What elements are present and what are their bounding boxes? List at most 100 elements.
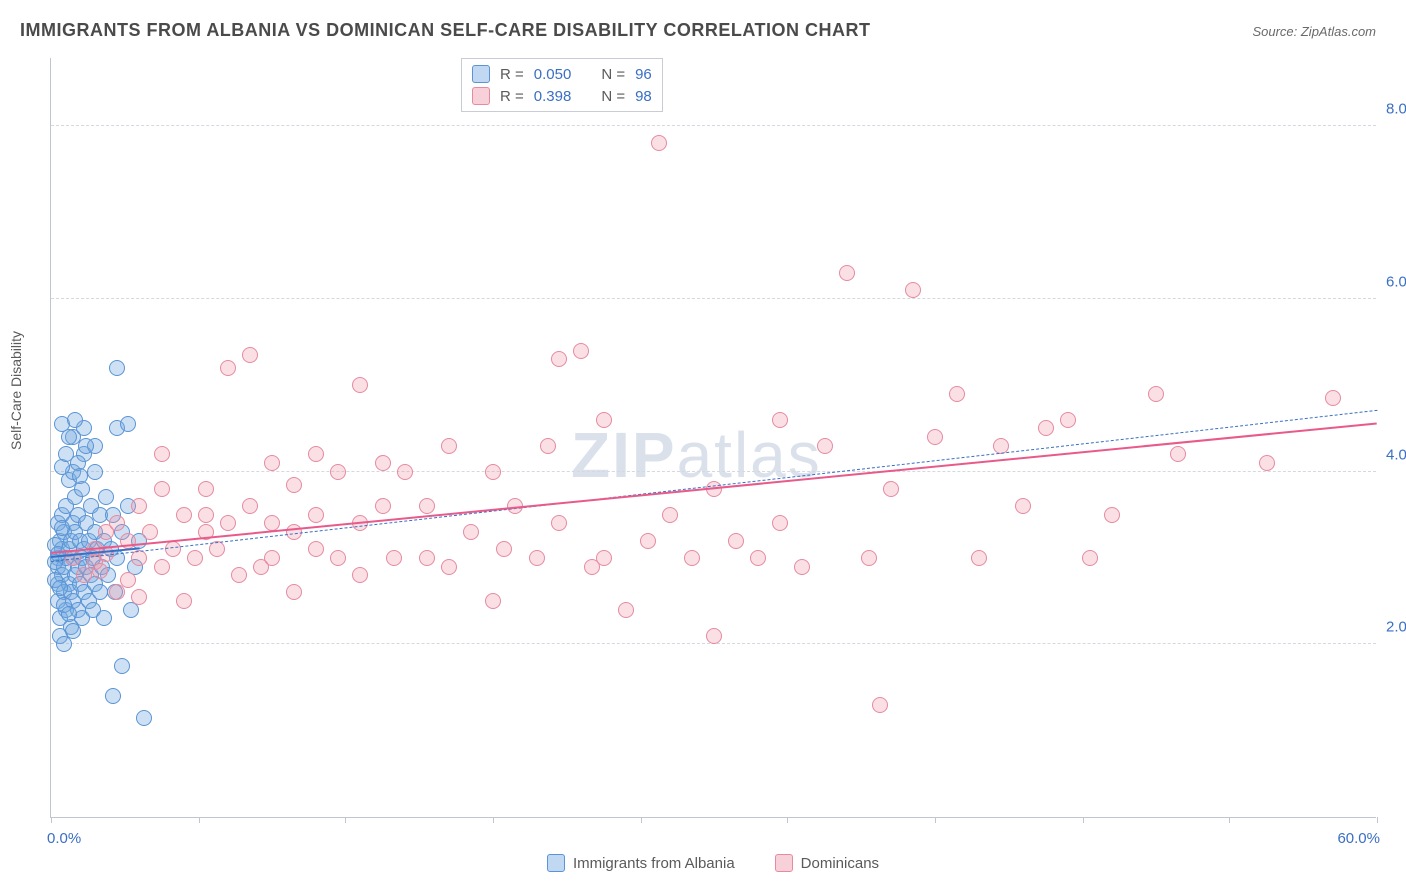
scatter-point-dominican bbox=[264, 550, 280, 566]
scatter-point-dominican bbox=[1060, 412, 1076, 428]
x-tick-mark bbox=[935, 817, 936, 823]
scatter-point-dominican bbox=[1170, 446, 1186, 462]
scatter-point-dominican bbox=[242, 347, 258, 363]
scatter-point-dominican bbox=[131, 589, 147, 605]
scatter-point-albania bbox=[78, 438, 94, 454]
trend-line bbox=[51, 422, 1377, 554]
scatter-point-dominican bbox=[1259, 455, 1275, 471]
scatter-point-dominican bbox=[441, 438, 457, 454]
scatter-point-dominican bbox=[529, 550, 545, 566]
scatter-point-dominican bbox=[772, 412, 788, 428]
scatter-point-albania bbox=[109, 360, 125, 376]
scatter-point-dominican bbox=[551, 351, 567, 367]
scatter-point-dominican bbox=[861, 550, 877, 566]
x-tick-mark bbox=[641, 817, 642, 823]
scatter-point-dominican bbox=[109, 515, 125, 531]
n-value-dominican: 98 bbox=[635, 88, 652, 105]
legend-item-dominican: Dominicans bbox=[775, 854, 879, 872]
scatter-point-albania bbox=[52, 580, 68, 596]
scatter-point-dominican bbox=[154, 559, 170, 575]
scatter-point-dominican bbox=[154, 481, 170, 497]
n-label: N = bbox=[601, 88, 625, 105]
legend-item-albania: Immigrants from Albania bbox=[547, 854, 735, 872]
scatter-point-dominican bbox=[596, 412, 612, 428]
scatter-point-dominican bbox=[728, 533, 744, 549]
scatter-point-dominican bbox=[496, 541, 512, 557]
scatter-point-dominican bbox=[640, 533, 656, 549]
scatter-point-dominican bbox=[1325, 390, 1341, 406]
scatter-point-dominican bbox=[231, 567, 247, 583]
legend-swatch-albania bbox=[547, 854, 565, 872]
scatter-plot-area: R = 0.050 N = 96 R = 0.398 N = 98 ZIPatl… bbox=[50, 58, 1376, 818]
x-tick-label-min: 0.0% bbox=[47, 830, 81, 847]
scatter-point-dominican bbox=[684, 550, 700, 566]
scatter-point-albania bbox=[65, 623, 81, 639]
scatter-point-albania bbox=[114, 658, 130, 674]
legend-swatch-dominican bbox=[775, 854, 793, 872]
scatter-point-dominican bbox=[839, 265, 855, 281]
scatter-point-dominican bbox=[330, 550, 346, 566]
legend-bottom: Immigrants from Albania Dominicans bbox=[50, 854, 1376, 872]
scatter-point-dominican bbox=[92, 563, 108, 579]
scatter-point-dominican bbox=[120, 572, 136, 588]
scatter-point-albania bbox=[120, 416, 136, 432]
scatter-point-albania bbox=[87, 464, 103, 480]
scatter-point-albania bbox=[61, 606, 77, 622]
scatter-point-dominican bbox=[76, 567, 92, 583]
scatter-point-dominican bbox=[198, 481, 214, 497]
r-value-albania: 0.050 bbox=[534, 66, 572, 83]
scatter-point-dominican bbox=[662, 507, 678, 523]
scatter-point-dominican bbox=[352, 567, 368, 583]
x-tick-mark bbox=[787, 817, 788, 823]
swatch-dominican bbox=[472, 87, 490, 105]
scatter-point-dominican bbox=[386, 550, 402, 566]
scatter-point-dominican bbox=[971, 550, 987, 566]
n-value-albania: 96 bbox=[635, 66, 652, 83]
legend-label-dominican: Dominicans bbox=[801, 855, 879, 872]
x-tick-mark bbox=[1377, 817, 1378, 823]
scatter-point-dominican bbox=[286, 584, 302, 600]
y-axis-label: Self-Care Disability bbox=[8, 331, 24, 450]
scatter-point-dominican bbox=[794, 559, 810, 575]
scatter-point-dominican bbox=[817, 438, 833, 454]
y-tick-label: 8.0% bbox=[1386, 101, 1406, 118]
r-value-dominican: 0.398 bbox=[534, 88, 572, 105]
gridline-h bbox=[51, 298, 1376, 299]
scatter-point-albania bbox=[58, 446, 74, 462]
y-tick-label: 6.0% bbox=[1386, 273, 1406, 290]
scatter-point-dominican bbox=[573, 343, 589, 359]
scatter-point-dominican bbox=[419, 498, 435, 514]
scatter-point-dominican bbox=[927, 429, 943, 445]
n-label: N = bbox=[601, 66, 625, 83]
scatter-point-albania bbox=[67, 412, 83, 428]
scatter-point-dominican bbox=[485, 464, 501, 480]
scatter-point-dominican bbox=[750, 550, 766, 566]
scatter-point-dominican bbox=[220, 515, 236, 531]
r-label: R = bbox=[500, 88, 524, 105]
gridline-h bbox=[51, 471, 1376, 472]
scatter-point-dominican bbox=[485, 593, 501, 609]
scatter-point-dominican bbox=[242, 498, 258, 514]
scatter-point-dominican bbox=[131, 498, 147, 514]
scatter-point-albania bbox=[96, 610, 112, 626]
scatter-point-dominican bbox=[883, 481, 899, 497]
x-tick-mark bbox=[51, 817, 52, 823]
scatter-point-dominican bbox=[949, 386, 965, 402]
scatter-point-dominican bbox=[264, 455, 280, 471]
y-tick-label: 2.0% bbox=[1386, 619, 1406, 636]
legend-label-albania: Immigrants from Albania bbox=[573, 855, 735, 872]
scatter-point-dominican bbox=[596, 550, 612, 566]
scatter-point-dominican bbox=[441, 559, 457, 575]
swatch-albania bbox=[472, 65, 490, 83]
gridline-h bbox=[51, 125, 1376, 126]
stats-row-dominican: R = 0.398 N = 98 bbox=[472, 85, 652, 107]
scatter-point-albania bbox=[136, 710, 152, 726]
scatter-point-dominican bbox=[109, 584, 125, 600]
y-tick-label: 4.0% bbox=[1386, 446, 1406, 463]
scatter-point-dominican bbox=[706, 628, 722, 644]
scatter-point-albania bbox=[92, 584, 108, 600]
scatter-point-dominican bbox=[308, 541, 324, 557]
scatter-point-dominican bbox=[165, 541, 181, 557]
scatter-point-dominican bbox=[187, 550, 203, 566]
r-label: R = bbox=[500, 66, 524, 83]
